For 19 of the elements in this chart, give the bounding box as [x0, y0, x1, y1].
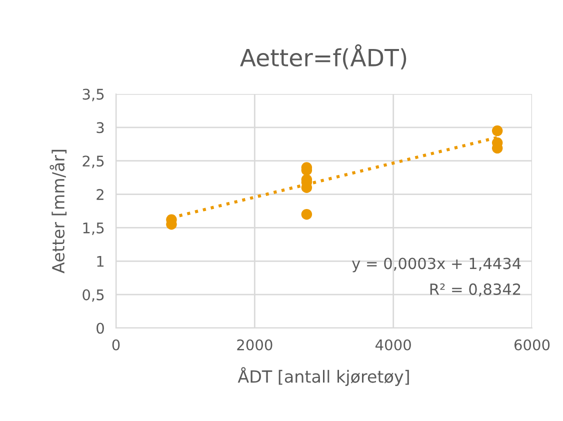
chart-title: Aetter=f(ÅDT)	[240, 44, 406, 70]
x-tick-label: 0	[112, 339, 120, 350]
x-tick-label: 4000	[375, 339, 411, 350]
y-tick-label: 0,5	[82, 289, 104, 302]
point	[492, 125, 503, 136]
y-tick-label: 1	[97, 256, 104, 267]
y-tick-label: 3,5	[82, 88, 104, 102]
point	[301, 208, 312, 220]
y-tick-label: 1,5	[83, 222, 104, 235]
y-tick-label: 2	[96, 189, 104, 200]
annotation: R² = 0,8342	[430, 283, 520, 297]
y-tick-label: 3	[96, 122, 104, 134]
y-axis-title: Aetter [mm/år]	[50, 150, 67, 274]
annotation: y = 0,0003x + 1,4434	[352, 258, 521, 272]
x-tick-label: 2000	[237, 339, 272, 350]
y-tick-label: 0	[96, 322, 104, 334]
x-axis-title: ÅDT [antall kjøretøy]	[238, 367, 409, 386]
x-tick-label: 6000	[514, 339, 550, 350]
y-tick-label: 2,5	[82, 156, 104, 168]
